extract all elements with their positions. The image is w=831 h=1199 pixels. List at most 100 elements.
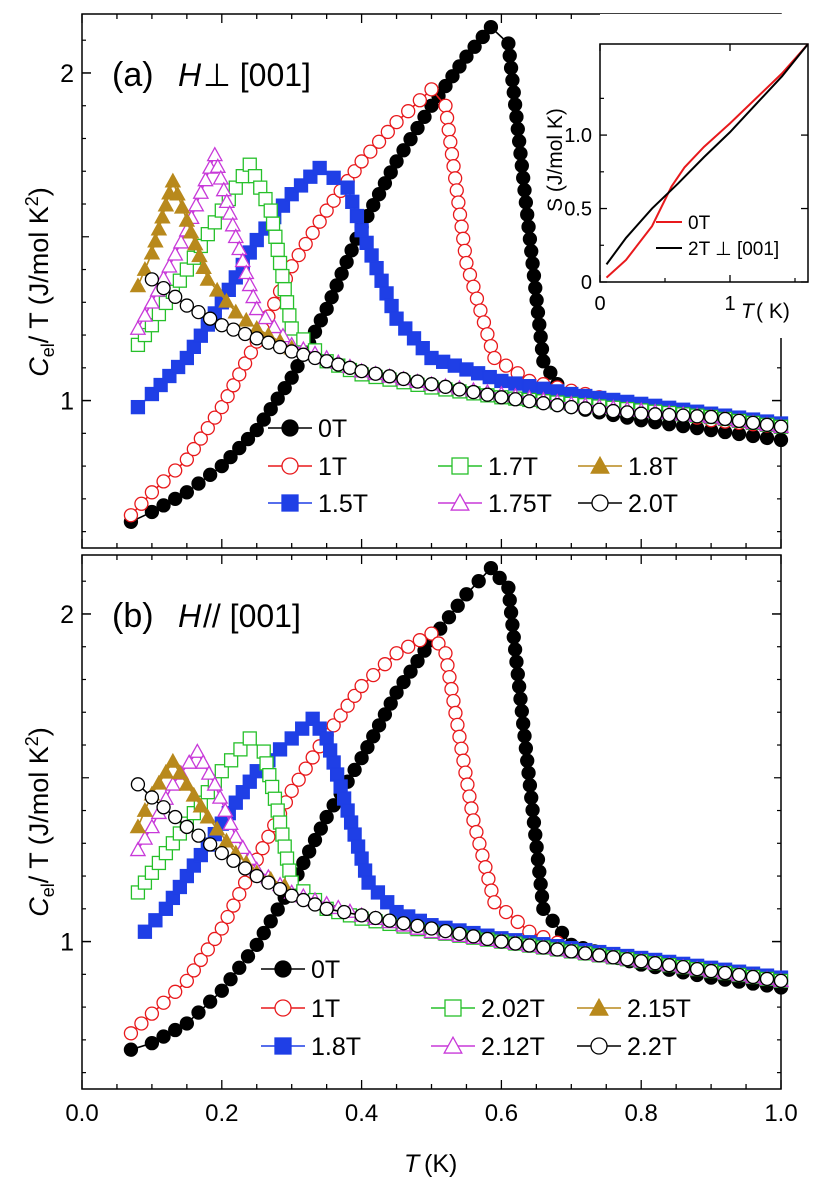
legend-item: 2.0T: [578, 490, 678, 518]
legend-label: 1.8T: [628, 453, 678, 481]
panel-a-legend: 0T 1T 1.7T 1.8T 1.5T 1.75T 2.0T: [268, 415, 678, 518]
data-point: [130, 399, 146, 415]
data-point: [195, 259, 212, 274]
data-point: [209, 158, 227, 173]
data-point: [522, 394, 537, 409]
data-point: [522, 778, 538, 793]
data-point: [296, 347, 311, 362]
legend-item: 1T: [261, 995, 340, 1023]
data-point: [275, 268, 290, 284]
data-point: [507, 97, 523, 112]
data-point: [536, 901, 551, 916]
legend-item: 1.8T: [578, 453, 678, 481]
data-point: [403, 131, 418, 147]
data-point: [634, 406, 649, 421]
data-point: [532, 317, 547, 332]
data-point: [689, 961, 705, 977]
inset-legend-label: 0T: [688, 213, 711, 234]
data-point: [202, 837, 218, 852]
data-point: [620, 405, 635, 420]
data-point: [214, 764, 229, 779]
data-point: [759, 971, 775, 987]
data-point: [291, 772, 306, 787]
data-point: [255, 841, 270, 856]
data-point: [156, 498, 171, 513]
legend-marker: [274, 960, 292, 978]
data-point: [442, 670, 457, 685]
data-point: [263, 914, 278, 929]
data-point: [179, 262, 195, 277]
data-point: [277, 839, 292, 854]
data-point: [207, 410, 222, 425]
data-point: [277, 380, 292, 396]
data-point: [168, 809, 183, 825]
legend-marker: [589, 997, 609, 1016]
data-point: [518, 741, 534, 756]
data-point: [536, 354, 551, 369]
data-point: [329, 278, 344, 293]
data-point: [457, 243, 472, 259]
data-point: [263, 401, 278, 417]
data-point: [223, 972, 238, 987]
data-point: [207, 931, 222, 947]
data-point: [675, 959, 691, 975]
data-point: [191, 1005, 206, 1020]
legend-item: 2.12T: [431, 1033, 545, 1061]
data-point: [475, 848, 490, 863]
legend-item: 0T: [261, 956, 340, 984]
data-point: [270, 242, 285, 258]
data-point: [412, 93, 428, 108]
data-point: [249, 422, 264, 438]
data-point: [731, 967, 747, 983]
data-point: [511, 134, 527, 149]
data-point: [200, 764, 218, 780]
data-point: [424, 98, 439, 113]
data-point: [284, 321, 299, 336]
data-point: [168, 289, 183, 304]
data-point: [206, 775, 224, 791]
data-point: [156, 280, 171, 296]
data-point: [525, 802, 540, 818]
data-point: [360, 740, 375, 755]
data-point: [524, 244, 539, 259]
data-point: [410, 918, 425, 934]
legend-item: 0T: [268, 415, 347, 443]
x-axis-label-unit: (K): [424, 1150, 457, 1178]
inset-legend-label: 2T ⊥ [001]: [688, 239, 779, 260]
data-point: [257, 309, 274, 325]
data-point: [178, 211, 196, 227]
data-point: [494, 934, 509, 949]
data-point: [156, 800, 171, 815]
data-point: [424, 82, 439, 97]
data-point: [123, 508, 139, 523]
data-point: [143, 293, 161, 309]
data-point: [357, 863, 373, 878]
data-point: [130, 777, 146, 792]
data-point: [389, 114, 404, 130]
data-point: [313, 821, 328, 836]
data-point: [509, 109, 524, 124]
inset-xlabel-unit: ( K): [756, 300, 790, 323]
data-point: [492, 570, 507, 586]
data-point: [377, 176, 393, 191]
data-point: [473, 303, 488, 318]
data-point: [389, 154, 404, 169]
data-point: [268, 229, 283, 244]
data-point: [214, 845, 229, 861]
data-point: [374, 273, 389, 288]
data-point: [498, 904, 514, 920]
data-point: [191, 828, 206, 843]
data-point: [156, 474, 171, 489]
data-point: [472, 836, 487, 851]
data-point: [218, 832, 235, 848]
legend-marker: [274, 999, 292, 1017]
data-point: [144, 1035, 160, 1051]
data-point: [403, 664, 418, 679]
data-point: [164, 752, 182, 768]
data-point: [450, 598, 465, 613]
data-point: [444, 146, 460, 162]
data-point: [514, 158, 529, 173]
data-point: [396, 674, 411, 690]
data-point: [449, 183, 464, 198]
